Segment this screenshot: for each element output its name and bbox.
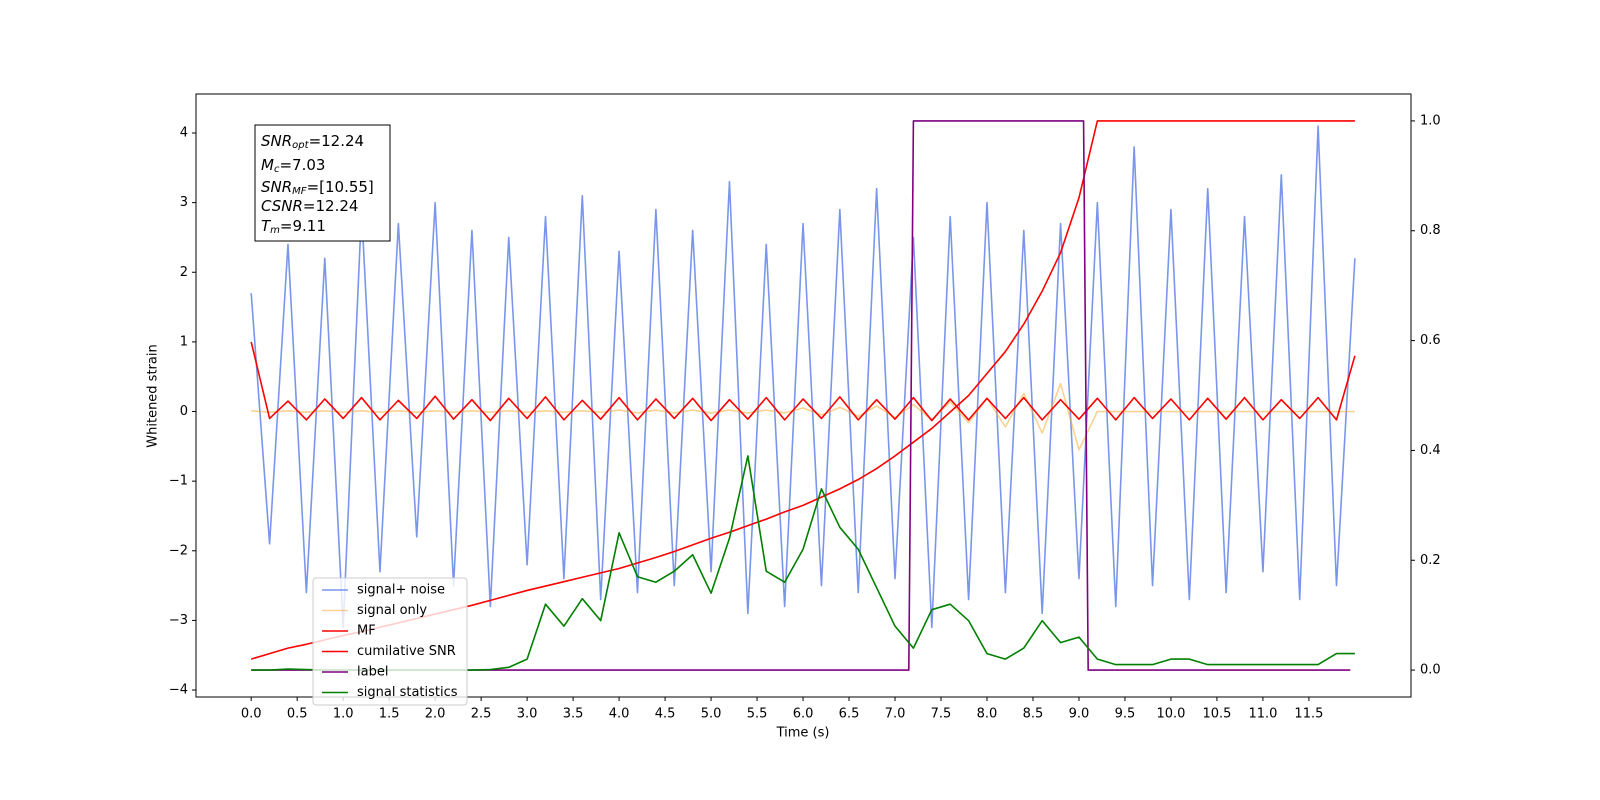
x-tick-label: 11.5 [1294, 707, 1323, 722]
x-tick-label: 3.0 [517, 707, 538, 722]
x-tick-label: 6.5 [839, 707, 860, 722]
x-tick-label: 1.0 [333, 707, 354, 722]
x-tick-label: 8.5 [1023, 707, 1044, 722]
y-tick-label: 1 [180, 334, 188, 349]
annotation-value: =7.03 [279, 156, 325, 174]
annotation-line: SNRopt=12.24 [261, 132, 364, 152]
x-tick-label: 3.5 [563, 707, 584, 722]
x-tick-label: 0.5 [287, 707, 308, 722]
x-tick-label: 8.0 [977, 707, 998, 722]
y-tick-label: −1 [169, 474, 188, 489]
annotation-line: CSNR=12.24 [261, 197, 358, 215]
annotation-value: =9.11 [280, 217, 326, 235]
annotation-box: SNRopt=12.24Mc=7.03SNRMF=[10.55]CSNR=12.… [254, 124, 391, 242]
y2-tick-label: 0.0 [1420, 663, 1441, 678]
y-tick-label: 2 [180, 265, 188, 280]
y-tick-label: 3 [180, 195, 188, 210]
annotation-subscript: MF [292, 186, 307, 197]
annotation-symbol: SNR [261, 178, 292, 196]
y2-tick-label: 1.0 [1420, 113, 1441, 128]
annotation-value: =12.24 [309, 132, 365, 150]
legend-label: signal+ noise [357, 583, 445, 598]
x-tick-label: 4.5 [655, 707, 676, 722]
x-tick-label: 1.5 [379, 707, 400, 722]
series-line [250, 341, 1356, 422]
annotation-line: Tm=9.11 [261, 217, 326, 237]
series-line [250, 125, 1356, 629]
x-tick-label: 5.0 [701, 707, 722, 722]
x-tick-label: 7.5 [931, 707, 952, 722]
y-tick-label: −2 [169, 543, 188, 558]
x-tick-label: 7.0 [885, 707, 906, 722]
x-tick-label: 9.5 [1115, 707, 1136, 722]
series-line [251, 382, 1355, 451]
series-line [251, 120, 1351, 671]
annotation-subscript: c [274, 164, 280, 175]
x-tick-label: 0.0 [241, 707, 262, 722]
legend-label: cumilative SNR [357, 644, 456, 659]
y-tick-label: −3 [169, 613, 188, 628]
y2-tick-label: 0.4 [1420, 443, 1441, 458]
legend-frame [312, 577, 468, 706]
annotation-line: SNRMF=[10.55] [261, 178, 374, 198]
annotation-symbol: M [261, 156, 274, 174]
annotation-symbol: SNR [261, 132, 292, 150]
y-tick-label: −4 [169, 683, 188, 698]
annotation-value: =12.24 [303, 197, 359, 215]
legend-label: signal statistics [357, 685, 458, 700]
annotation-subscript: opt [292, 140, 309, 151]
annotation-symbol: T [261, 217, 272, 235]
x-tick-label: 10.0 [1156, 707, 1185, 722]
y2-tick-label: 0.6 [1420, 333, 1441, 348]
x-axis-label: Time (s) [776, 726, 830, 741]
x-tick-label: 4.0 [609, 707, 630, 722]
y-axis-label: Whitened strain [146, 344, 161, 447]
annotation-line: Mc=7.03 [261, 156, 325, 176]
annotation-frame [254, 124, 391, 242]
annotation-value: =[10.55] [307, 178, 374, 196]
y-tick-label: 4 [180, 125, 188, 140]
legend-label: signal only [357, 603, 427, 618]
x-tick-label: 11.0 [1248, 707, 1277, 722]
legend: signal+ noise signal only MF cumilative SNR… [312, 577, 468, 706]
x-tick-label: 9.0 [1069, 707, 1090, 722]
x-tick-label: 5.5 [747, 707, 768, 722]
y2-tick-label: 0.2 [1420, 553, 1441, 568]
x-tick-label: 2.0 [425, 707, 446, 722]
x-tick-label: 6.0 [793, 707, 814, 722]
y-tick-label: 0 [180, 404, 188, 419]
x-tick-label: 10.5 [1202, 707, 1231, 722]
annotation-subscript: m [270, 225, 280, 236]
legend-label: label [357, 665, 388, 680]
y2-tick-label: 0.8 [1420, 223, 1441, 238]
annotation-symbol: CSNR [261, 197, 303, 215]
legend-label: MF [357, 624, 376, 639]
x-tick-label: 2.5 [471, 707, 492, 722]
